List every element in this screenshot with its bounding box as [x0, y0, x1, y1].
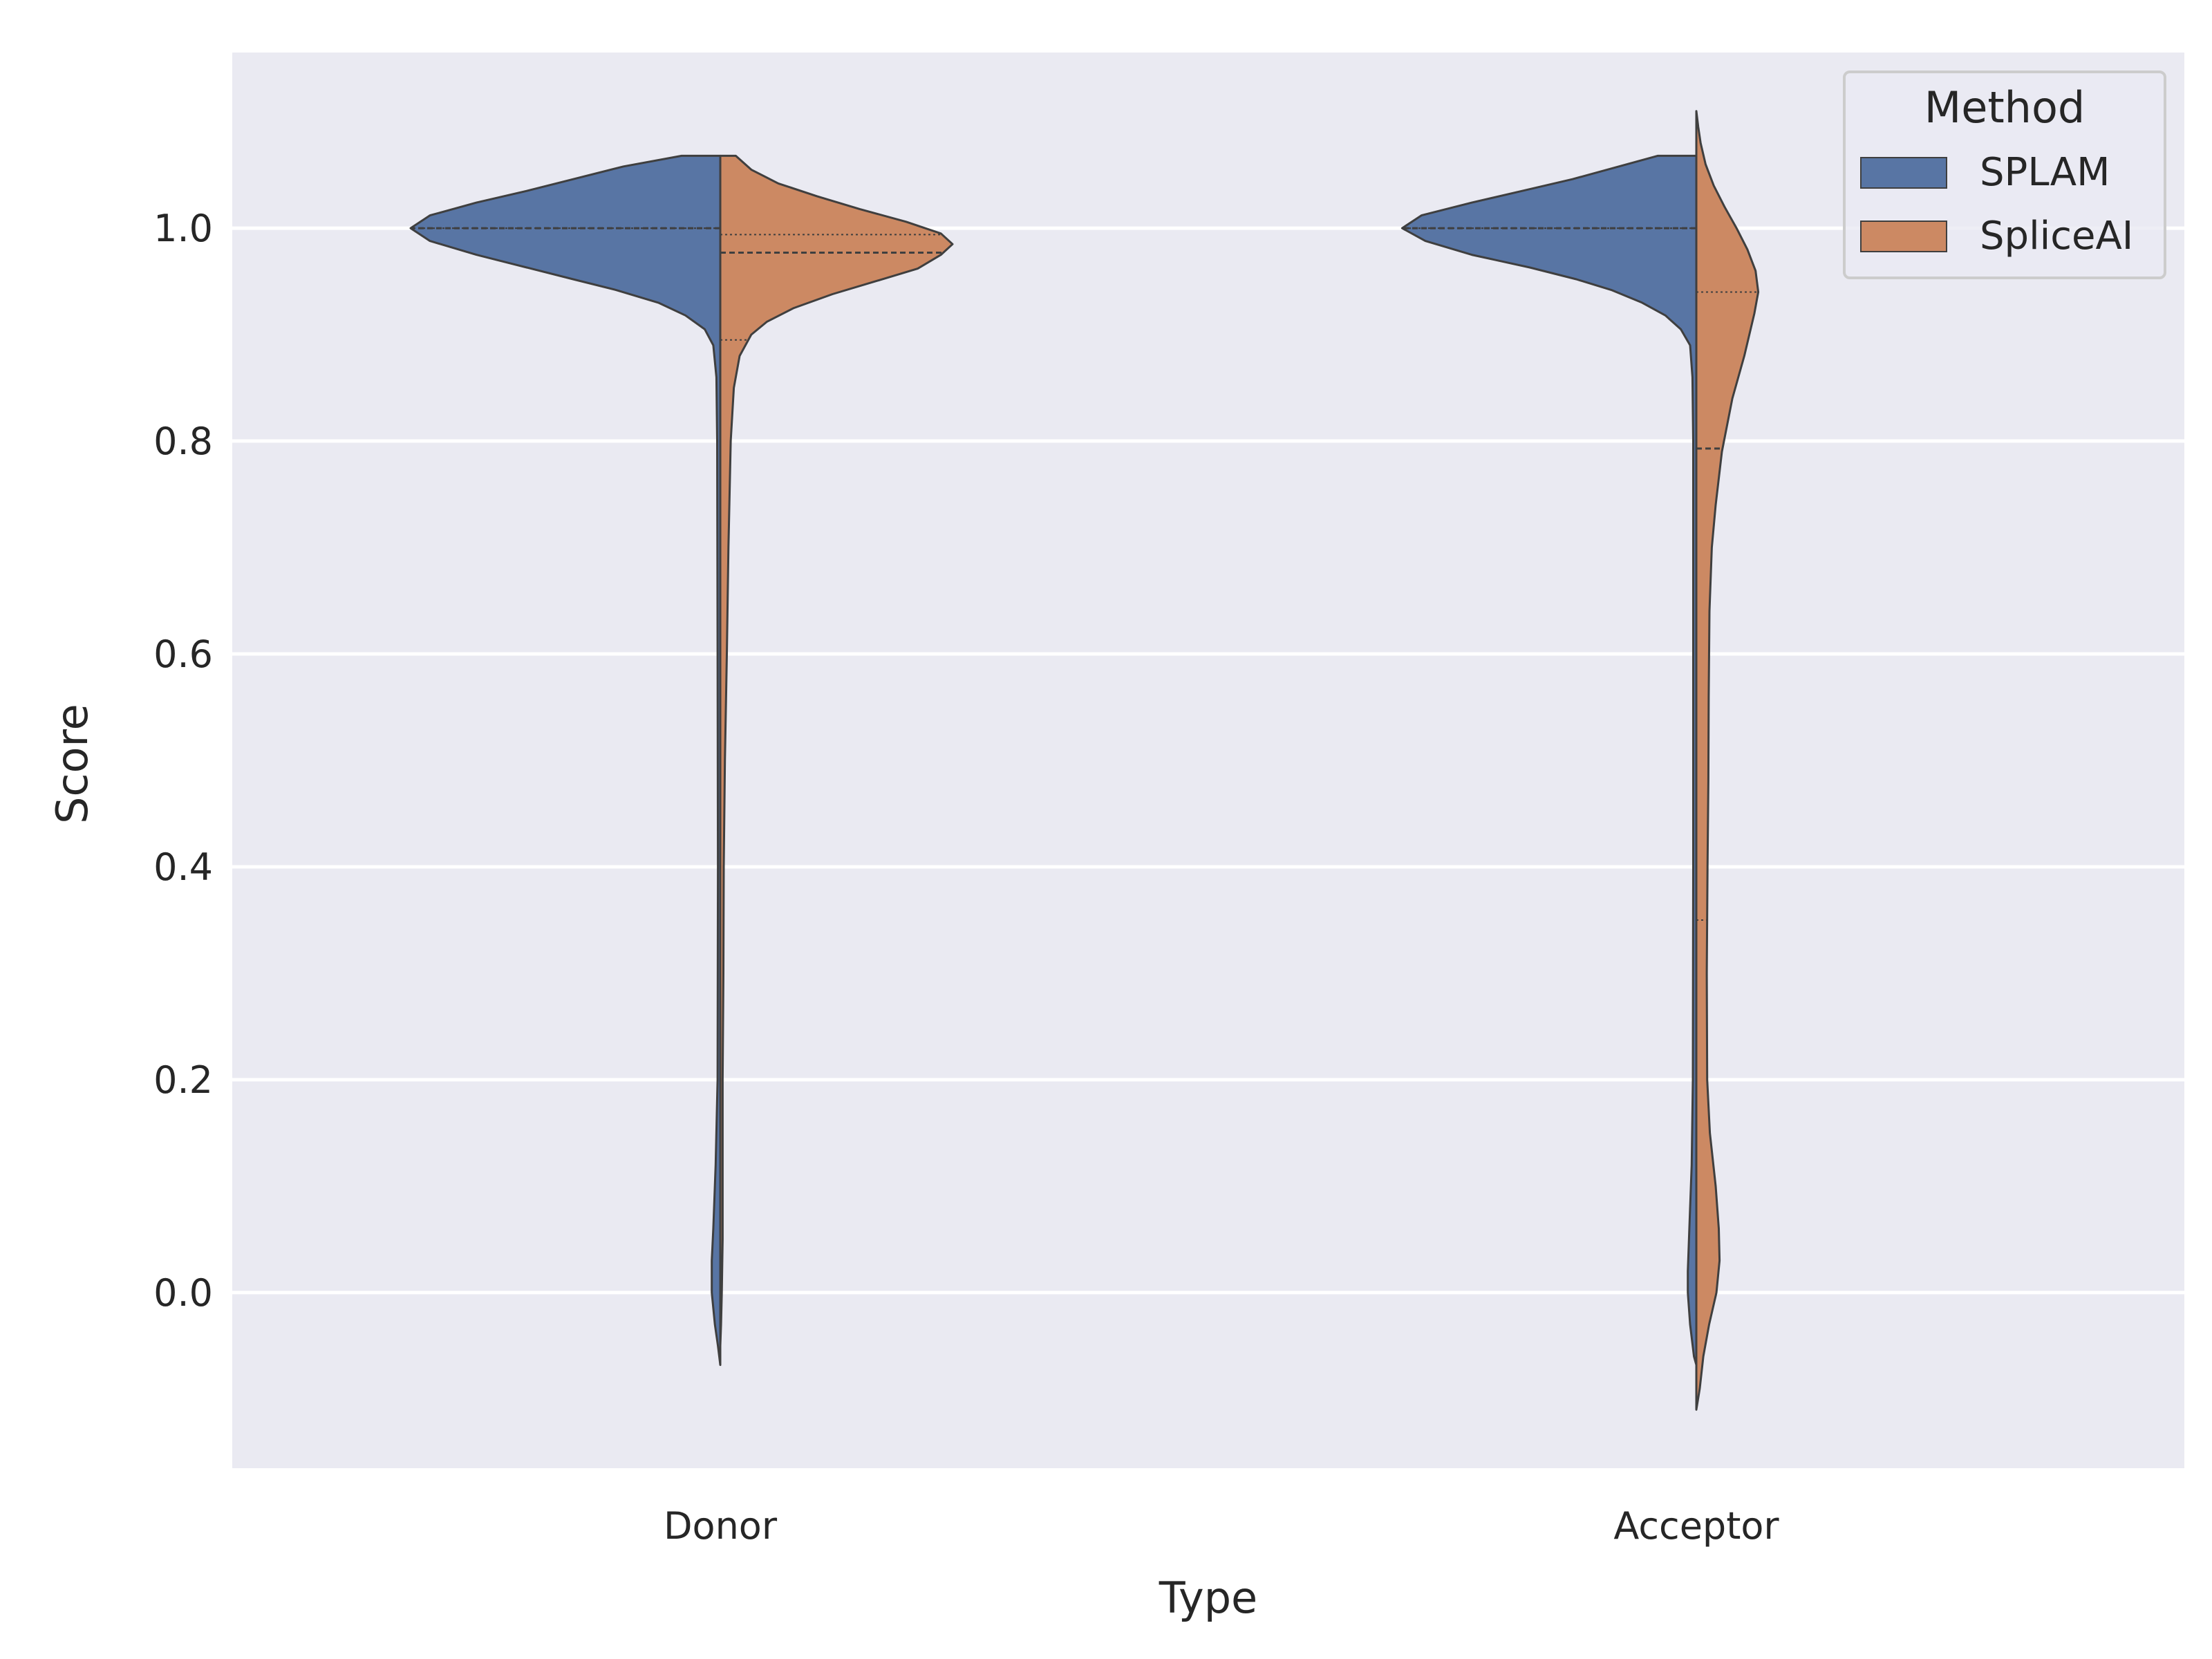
y-axis-label: Score [47, 704, 97, 824]
y-axis-ticks: 0.0 0.2 0.4 0.6 0.8 1.0 [153, 207, 213, 1315]
legend-label-spliceai: SpliceAI [1980, 214, 2133, 259]
violin-spliceai-donor [719, 154, 954, 1347]
legend-title: Method [1924, 82, 2086, 133]
x-axis-label: Type [1159, 1573, 1257, 1623]
y-tick-label: 0.0 [153, 1271, 213, 1315]
legend: Method SPLAM SpliceAI [1843, 71, 2166, 279]
x-tick-label: Donor [664, 1504, 778, 1548]
violin-spliceai-acceptor [1695, 110, 1760, 1411]
x-tick-label: Acceptor [1613, 1504, 1779, 1548]
y-tick-label: 0.4 [153, 845, 213, 889]
plot-area [232, 53, 2184, 1468]
violins [409, 110, 1760, 1411]
legend-label-splam: SPLAM [1980, 150, 2110, 195]
y-tick-label: 1.0 [153, 207, 213, 250]
y-tick-label: 0.2 [153, 1058, 213, 1102]
violin-splam-acceptor [1400, 154, 1698, 1367]
x-axis-ticks: Donor Acceptor [664, 1504, 1779, 1548]
violin-splam-donor [409, 154, 722, 1367]
y-tick-label: 0.6 [153, 632, 213, 676]
legend-swatch-spliceai [1860, 221, 1947, 252]
y-tick-label: 0.8 [153, 420, 213, 463]
legend-swatch-splam [1860, 157, 1947, 189]
